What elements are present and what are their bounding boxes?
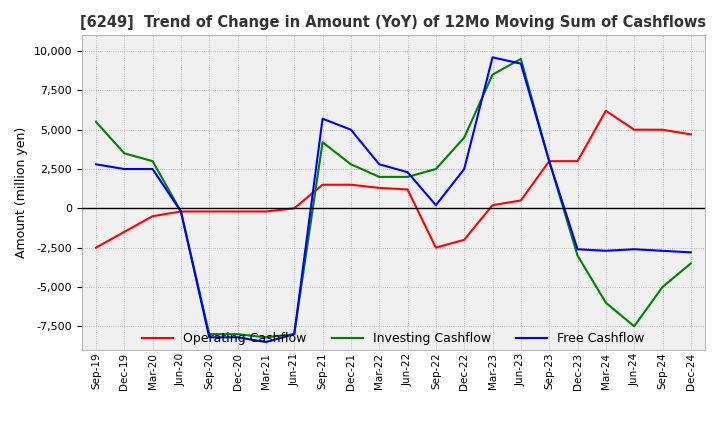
Operating Cashflow bbox=[375, 185, 384, 191]
Free Cashflow bbox=[120, 166, 129, 172]
Investing Cashflow bbox=[290, 331, 299, 337]
Operating Cashflow bbox=[601, 108, 610, 114]
Operating Cashflow bbox=[658, 127, 667, 132]
Free Cashflow bbox=[658, 248, 667, 253]
Free Cashflow bbox=[686, 250, 695, 255]
Investing Cashflow bbox=[375, 174, 384, 180]
Investing Cashflow bbox=[460, 135, 469, 140]
Operating Cashflow bbox=[545, 158, 554, 164]
Free Cashflow bbox=[460, 166, 469, 172]
Operating Cashflow bbox=[148, 213, 157, 219]
Free Cashflow bbox=[375, 161, 384, 167]
Investing Cashflow bbox=[630, 324, 639, 329]
Free Cashflow bbox=[346, 127, 355, 132]
Operating Cashflow bbox=[630, 127, 639, 132]
Operating Cashflow bbox=[346, 182, 355, 187]
Free Cashflow bbox=[573, 246, 582, 252]
Operating Cashflow bbox=[233, 209, 242, 214]
Free Cashflow bbox=[233, 335, 242, 340]
Investing Cashflow bbox=[545, 158, 554, 164]
Investing Cashflow bbox=[488, 72, 497, 77]
Investing Cashflow bbox=[205, 331, 214, 337]
Operating Cashflow bbox=[120, 229, 129, 235]
Free Cashflow bbox=[601, 248, 610, 253]
Investing Cashflow bbox=[318, 139, 327, 145]
Investing Cashflow bbox=[431, 166, 440, 172]
Investing Cashflow bbox=[233, 331, 242, 337]
Operating Cashflow bbox=[290, 206, 299, 211]
Operating Cashflow bbox=[573, 158, 582, 164]
Operating Cashflow bbox=[686, 132, 695, 137]
Operating Cashflow bbox=[488, 202, 497, 208]
Operating Cashflow bbox=[516, 198, 525, 203]
Investing Cashflow bbox=[148, 158, 157, 164]
Investing Cashflow bbox=[176, 209, 185, 214]
Free Cashflow bbox=[431, 202, 440, 208]
Free Cashflow bbox=[545, 158, 554, 164]
Free Cashflow bbox=[403, 169, 412, 175]
Free Cashflow bbox=[630, 246, 639, 252]
Free Cashflow bbox=[290, 331, 299, 337]
Free Cashflow bbox=[516, 61, 525, 66]
Operating Cashflow bbox=[318, 182, 327, 187]
Free Cashflow bbox=[205, 335, 214, 340]
Line: Operating Cashflow: Operating Cashflow bbox=[96, 111, 690, 248]
Free Cashflow bbox=[318, 116, 327, 121]
Operating Cashflow bbox=[431, 245, 440, 250]
Investing Cashflow bbox=[686, 261, 695, 266]
Operating Cashflow bbox=[261, 209, 270, 214]
Investing Cashflow bbox=[516, 56, 525, 62]
Operating Cashflow bbox=[176, 209, 185, 214]
Operating Cashflow bbox=[205, 209, 214, 214]
Title: [6249]  Trend of Change in Amount (YoY) of 12Mo Moving Sum of Cashflows: [6249] Trend of Change in Amount (YoY) o… bbox=[81, 15, 706, 30]
Investing Cashflow bbox=[346, 161, 355, 167]
Investing Cashflow bbox=[658, 284, 667, 290]
Free Cashflow bbox=[91, 161, 100, 167]
Line: Investing Cashflow: Investing Cashflow bbox=[96, 59, 690, 337]
Operating Cashflow bbox=[403, 187, 412, 192]
Y-axis label: Amount (million yen): Amount (million yen) bbox=[15, 127, 28, 258]
Free Cashflow bbox=[488, 55, 497, 60]
Line: Free Cashflow: Free Cashflow bbox=[96, 57, 690, 342]
Investing Cashflow bbox=[261, 335, 270, 340]
Free Cashflow bbox=[148, 166, 157, 172]
Investing Cashflow bbox=[573, 253, 582, 258]
Free Cashflow bbox=[261, 339, 270, 345]
Legend: Operating Cashflow, Investing Cashflow, Free Cashflow: Operating Cashflow, Investing Cashflow, … bbox=[137, 327, 649, 350]
Operating Cashflow bbox=[460, 237, 469, 242]
Investing Cashflow bbox=[120, 150, 129, 156]
Free Cashflow bbox=[176, 209, 185, 214]
Investing Cashflow bbox=[91, 119, 100, 125]
Investing Cashflow bbox=[403, 174, 412, 180]
Operating Cashflow bbox=[91, 245, 100, 250]
Investing Cashflow bbox=[601, 300, 610, 305]
